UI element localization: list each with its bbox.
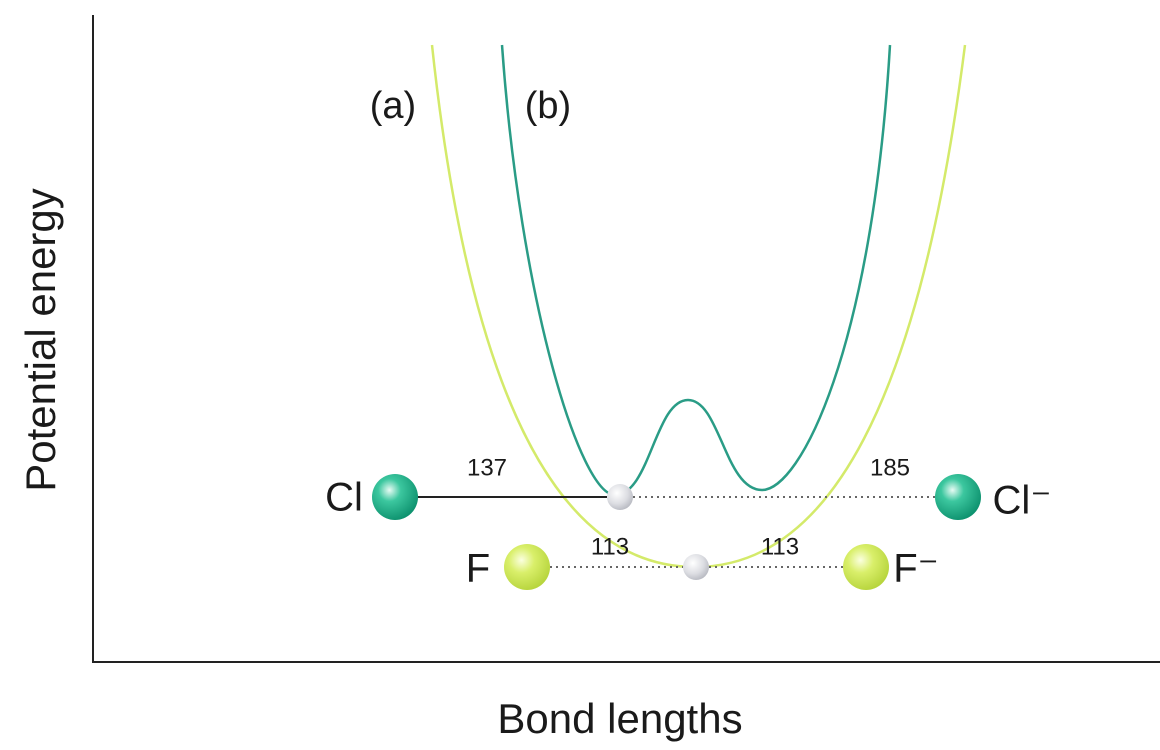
curve-b bbox=[500, 44, 892, 497]
atom bbox=[607, 484, 633, 510]
atom-label: F bbox=[466, 547, 490, 591]
atom bbox=[935, 474, 981, 520]
bond-length: 185 bbox=[870, 454, 910, 481]
y-axis-label: Potential energy bbox=[17, 188, 64, 492]
x-axis-label: Bond lengths bbox=[497, 695, 742, 742]
bond-length: 137 bbox=[467, 454, 507, 481]
atom bbox=[504, 544, 550, 590]
atom bbox=[683, 554, 709, 580]
curve-label: (b) bbox=[525, 85, 571, 127]
bond-length: 113 bbox=[591, 533, 629, 560]
curve-label: (a) bbox=[370, 85, 416, 127]
atom-label: Cl⁻ bbox=[993, 479, 1052, 523]
atom-label: F⁻ bbox=[893, 547, 939, 591]
atom bbox=[372, 474, 418, 520]
atom bbox=[843, 544, 889, 590]
bond-length: 113 bbox=[761, 533, 799, 560]
atom-label: Cl bbox=[325, 476, 363, 520]
